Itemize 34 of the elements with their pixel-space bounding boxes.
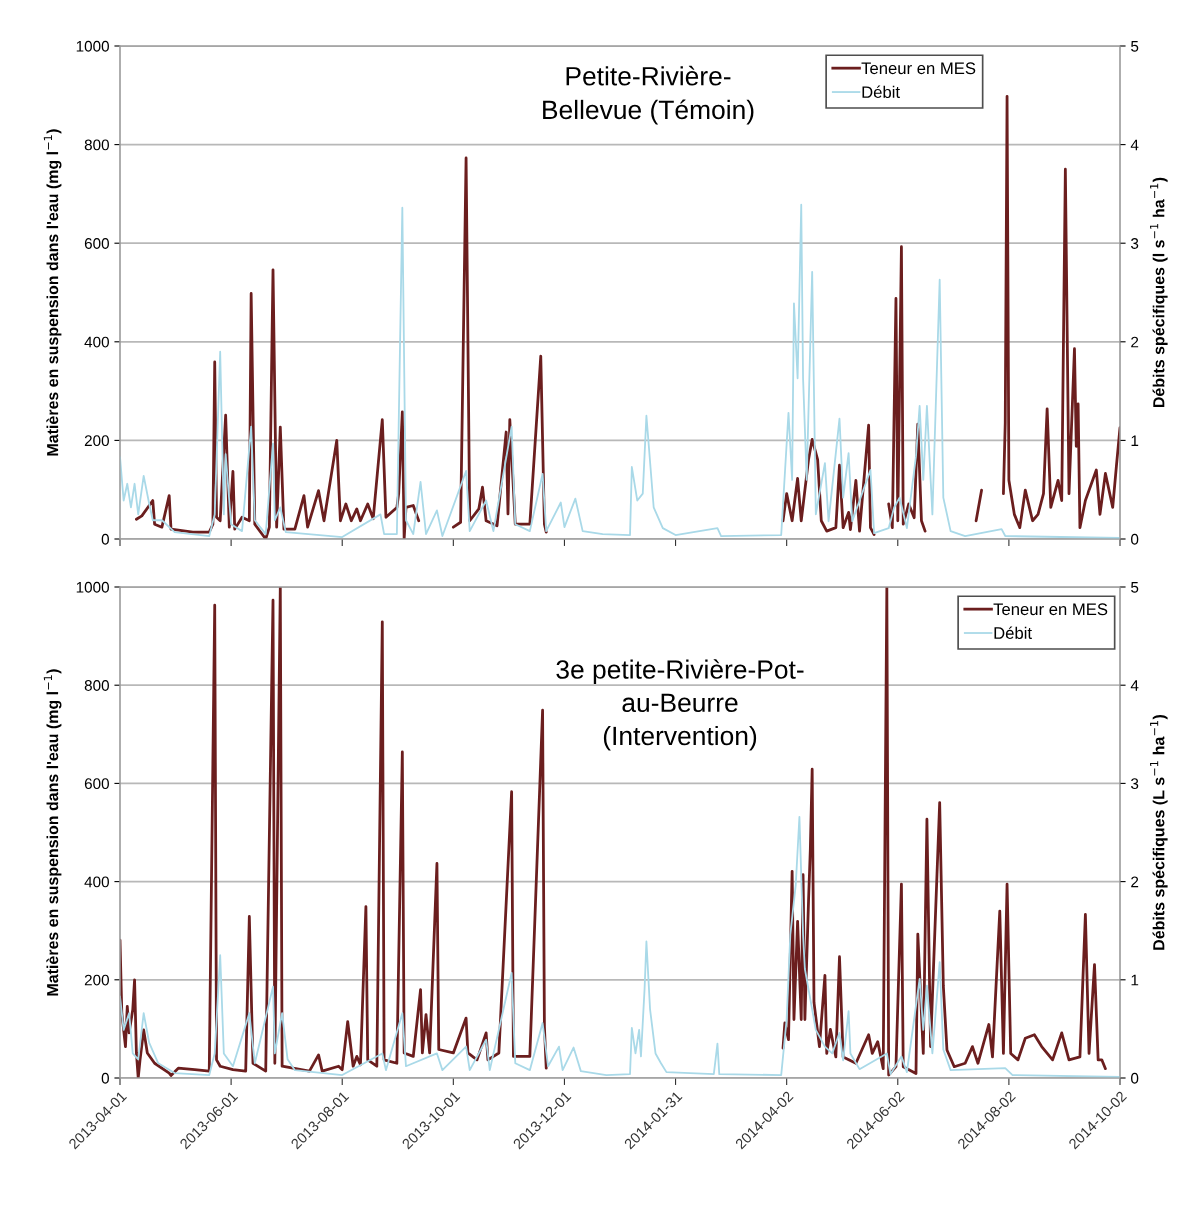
y-axis-title: Matières en suspension dans l'eau (mg l$^{−1}$) <box>43 129 62 456</box>
y2-axis-title: Débits spécifiques (L s$^{−1}$ ha$^{−1}$) <box>1150 715 1168 950</box>
y2-tick-label: 0 <box>1131 1072 1139 1084</box>
y-tick-label: 1000 <box>76 40 109 52</box>
y-tick-label: 400 <box>84 876 109 888</box>
y-tick-label: 0 <box>101 533 109 545</box>
legend-label: Teneur en MES <box>993 603 1108 616</box>
y2-tick-label: 3 <box>1131 238 1139 249</box>
y-tick-label: 800 <box>84 139 109 151</box>
text: 3e petite-Rivière-Pot- au-Beurre (Intervention) <box>556 659 804 751</box>
y-tick-label: 1000 <box>76 581 109 593</box>
y2-tick-label: 3 <box>1131 778 1139 790</box>
y-tick-label: 600 <box>84 778 109 790</box>
y2-tick-label: 2 <box>1131 336 1139 348</box>
y2-tick-label: 4 <box>1130 139 1139 151</box>
y-axis-title: Matières en suspension dans l'eau (mg l$^{−1}$) <box>43 669 62 996</box>
y2-tick-label: 5 <box>1131 582 1139 593</box>
text: Petite-Rivière- Bellevue (Témoin) <box>543 65 754 125</box>
y2-axis-title: Débits spécifiques (l s$^{−1}$ ha$^{−1}$) <box>1150 177 1168 408</box>
y2-tick-label: 4 <box>1130 680 1139 691</box>
legend-label: Débit <box>994 626 1032 639</box>
legend-label: Débit <box>862 85 900 99</box>
y2-tick-label: 1 <box>1131 974 1139 986</box>
y2-tick-label: 1 <box>1131 435 1139 446</box>
y-tick-label: 800 <box>84 680 109 691</box>
y-tick-label: 0 <box>101 1072 109 1084</box>
y-tick-label: 400 <box>84 336 109 348</box>
y2-tick-label: 5 <box>1131 41 1139 52</box>
y2-tick-label: 0 <box>1131 533 1139 545</box>
legend-label: Teneur en MES <box>861 62 976 75</box>
y-tick-label: 200 <box>84 435 109 447</box>
y-tick-label: 600 <box>84 238 109 249</box>
y2-tick-label: 2 <box>1131 876 1139 888</box>
y-tick-label: 200 <box>84 974 109 986</box>
